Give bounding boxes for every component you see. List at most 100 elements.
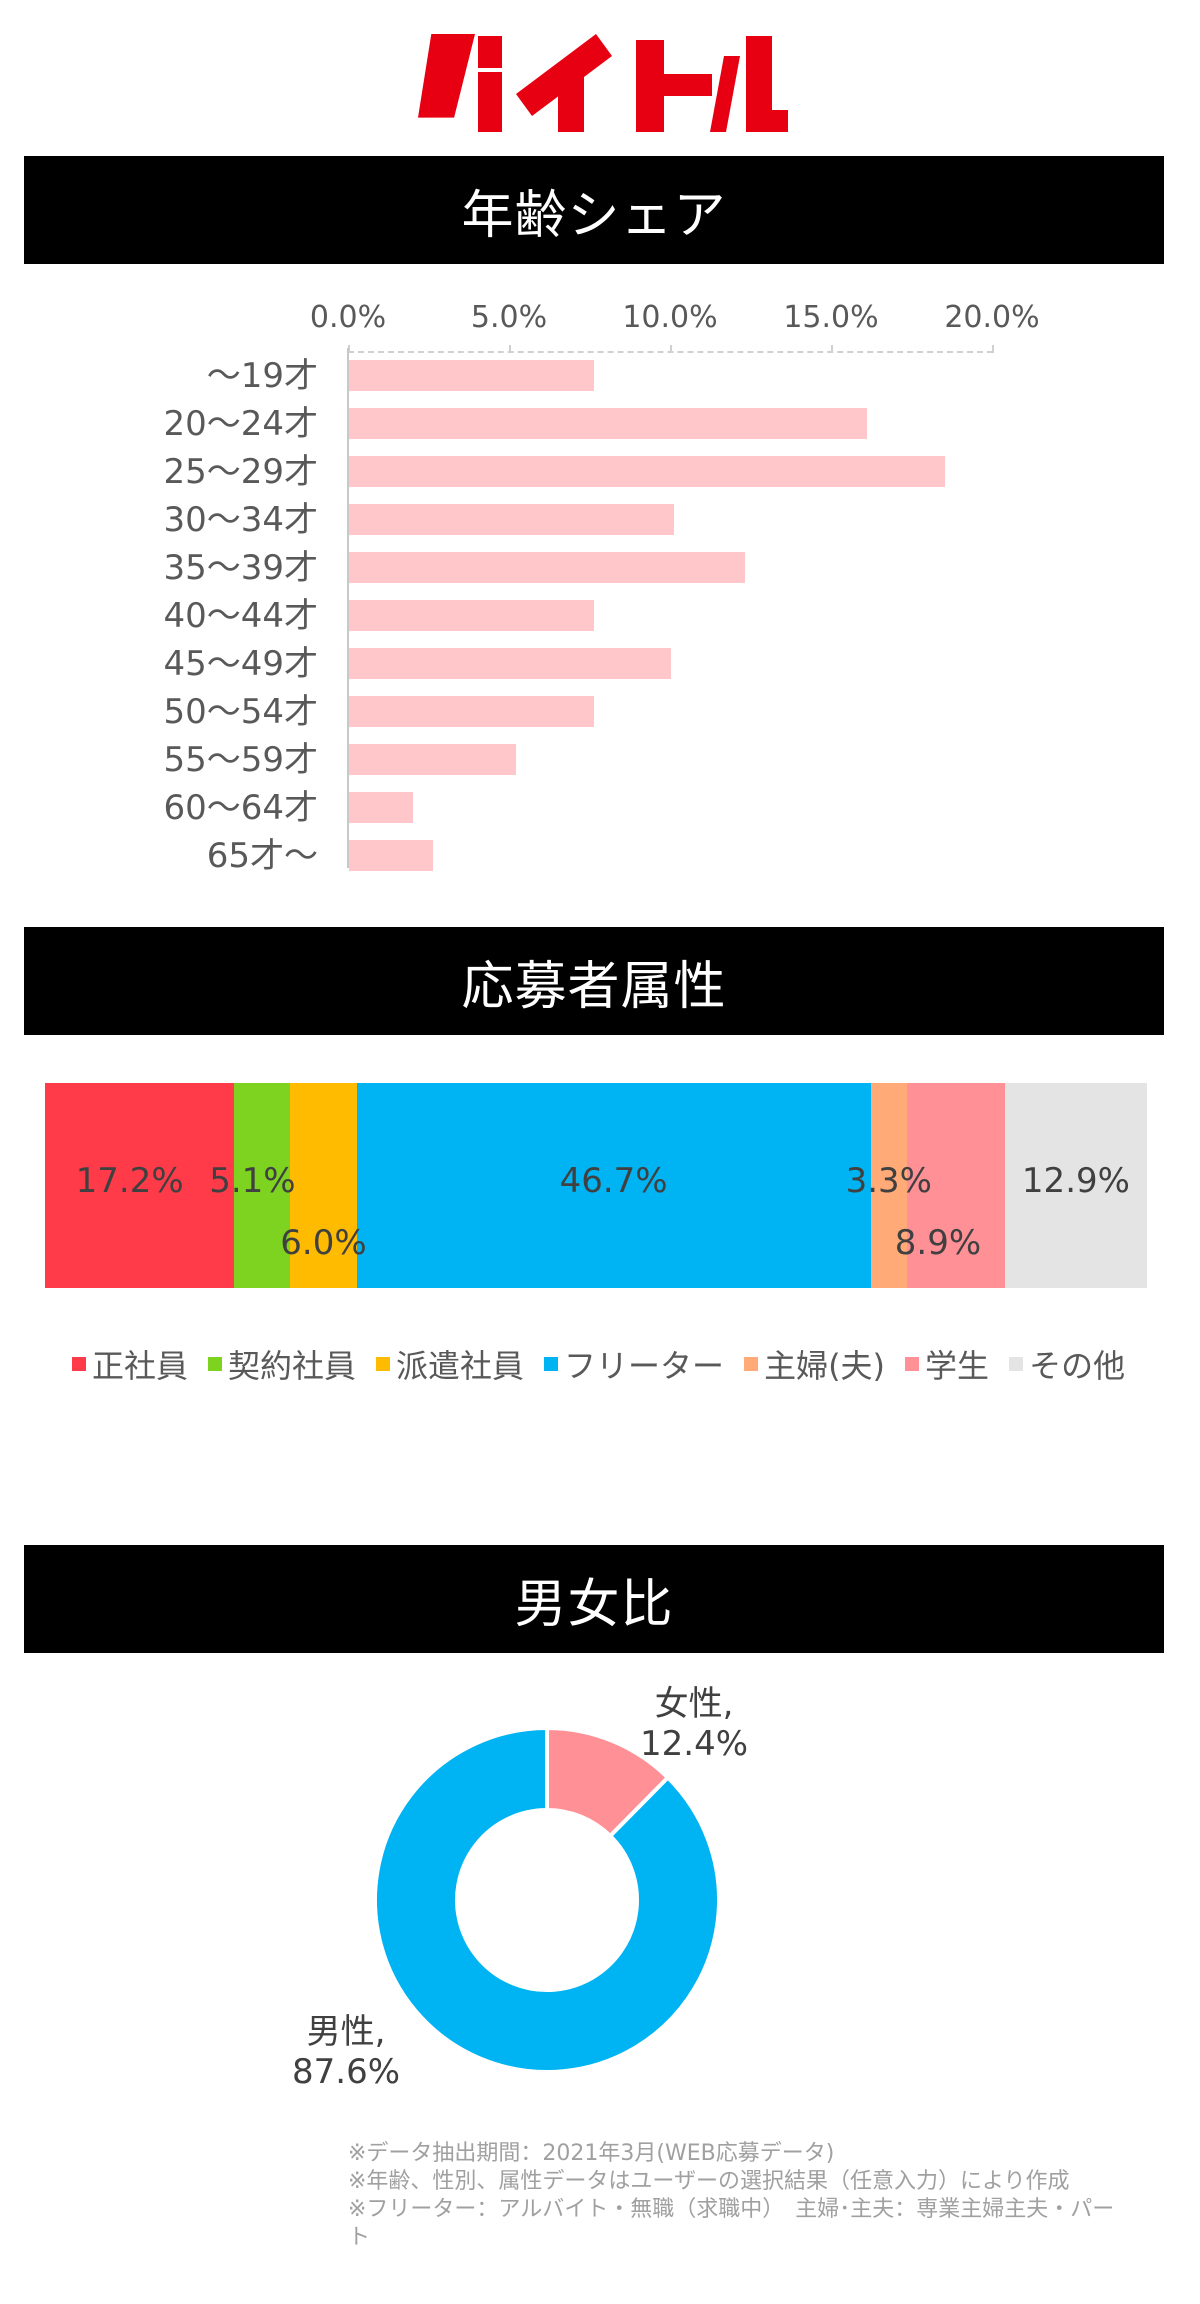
legend-item: 正社員 — [72, 1341, 188, 1387]
y-axis-line — [347, 348, 349, 868]
female-label-name: 女性, — [654, 1684, 734, 1724]
applicant-attribute-stacked-bar: 17.2% 5.1% 6.0% 46.7% 3.3% 8.9% 12.9% — [45, 1083, 1147, 1288]
legend-label: 主婦(夫) — [764, 1347, 886, 1385]
legend-swatch-icon — [544, 1357, 559, 1371]
legend-label: 契約社員 — [228, 1347, 357, 1385]
section-title-gender: 男女比 — [514, 1574, 674, 1635]
age-category-label: 30～34才 — [163, 500, 318, 540]
legend-label: 正社員 — [92, 1347, 189, 1385]
x-tick-label: 20.0% — [944, 300, 1040, 335]
stacked-segment: 12.9% — [1004, 1083, 1147, 1288]
age-bar — [349, 504, 675, 535]
legend-item: 主婦(夫) — [744, 1341, 885, 1387]
stacked-segment: 3.3% — [846, 1083, 932, 1288]
age-category-label: 40～44才 — [163, 596, 318, 636]
x-axis-tick — [992, 345, 994, 353]
age-bar — [349, 456, 945, 487]
age-bar — [349, 552, 746, 583]
footnote: ※年齢、性別、属性データはユーザーの選択結果（任意入力）により作成 — [348, 2169, 1070, 2194]
age-bar-row: 25～29才 — [0, 452, 1200, 492]
gender-donut-chart — [374, 1727, 720, 2073]
age-category-label: ～19才 — [206, 356, 318, 396]
age-bar-row: 55～59才 — [0, 740, 1200, 780]
x-axis-tick — [831, 345, 833, 353]
segment-value-label: 3.3% — [845, 1161, 932, 1201]
footnote: ※フリーター：アルバイト・無職（求職中） 主婦･主夫：専業主婦主夫・パート — [348, 2197, 1115, 2250]
age-bar-row: 30～34才 — [0, 500, 1200, 540]
age-bar — [349, 840, 433, 871]
age-category-label: 25～29才 — [163, 452, 318, 492]
male-label-value: 87.6% — [292, 2052, 401, 2092]
age-category-label: 45～49才 — [163, 644, 318, 684]
x-axis-tick — [670, 345, 672, 353]
age-category-label: 35～39才 — [163, 548, 318, 588]
legend-item: その他 — [1009, 1341, 1125, 1387]
female-label-value: 12.4% — [640, 1724, 749, 1764]
baitoru-logo — [418, 34, 788, 132]
legend-swatch-icon — [744, 1357, 759, 1371]
x-axis-tick — [348, 345, 350, 353]
age-share-chart: 0.0% 5.0% 10.0% 15.0% 20.0% ～19才 20～24才 25… — [0, 290, 1200, 890]
age-bar-row: 35～39才 — [0, 548, 1200, 588]
legend-label: 派遣社員 — [396, 1347, 525, 1385]
segment-value-label: 17.2% — [75, 1161, 184, 1201]
segment-value-label: 12.9% — [1021, 1161, 1130, 1201]
legend-swatch-icon — [905, 1357, 920, 1371]
stacked-segment: 8.9% — [895, 1083, 1005, 1288]
section-header-attribute: 応募者属性 — [24, 927, 1164, 1035]
stacked-segment: 6.0% — [280, 1083, 367, 1288]
age-bar-row: 50～54才 — [0, 692, 1200, 732]
age-bar — [349, 360, 594, 391]
attribute-legend: 正社員 契約社員 派遣社員 フリーター 主婦(夫) 学生 その他 — [72, 1340, 1145, 1388]
segment-value-label: 6.0% — [280, 1223, 367, 1263]
male-label-name: 男性, — [306, 2012, 386, 2052]
x-tick-label: 15.0% — [783, 300, 879, 335]
age-bar — [349, 744, 517, 775]
age-bar — [349, 408, 868, 439]
x-tick-label: 0.0% — [309, 300, 387, 335]
age-bar-row: ～19才 — [0, 356, 1200, 396]
legend-swatch-icon — [1009, 1357, 1024, 1371]
section-title-age: 年齢シェア — [461, 185, 727, 246]
age-bar-row: 40～44才 — [0, 596, 1200, 636]
age-bar — [349, 792, 414, 823]
age-category-label: 60～64才 — [163, 788, 318, 828]
donut-slice-male — [374, 1727, 720, 2073]
age-bar — [349, 648, 671, 679]
legend-label: 学生 — [925, 1347, 990, 1385]
segment-value-label: 46.7% — [559, 1161, 668, 1201]
age-category-label: 20～24才 — [163, 404, 318, 444]
footnote: ※データ抽出期間：2021年3月(WEB応募データ) — [348, 2141, 835, 2166]
legend-item: フリーター — [544, 1341, 724, 1387]
age-bar-row: 45～49才 — [0, 644, 1200, 684]
age-bar-row: 65才～ — [0, 836, 1200, 876]
stacked-segment: 46.7% — [356, 1083, 871, 1288]
age-bar — [349, 696, 594, 727]
female-label: 女性, 12.4% — [640, 1684, 748, 1764]
segment-value-label: 8.9% — [894, 1223, 982, 1263]
age-bar — [349, 600, 594, 631]
section-header-gender: 男女比 — [24, 1545, 1164, 1653]
age-bar-row: 20～24才 — [0, 404, 1200, 444]
age-category-label: 55～59才 — [163, 740, 318, 780]
legend-label: その他 — [1029, 1347, 1126, 1385]
legend-item: 学生 — [905, 1341, 989, 1387]
age-category-label: 65才～ — [206, 836, 318, 876]
section-title-attribute: 応募者属性 — [461, 956, 727, 1017]
legend-item: 派遣社員 — [376, 1341, 524, 1387]
legend-swatch-icon — [208, 1357, 223, 1371]
x-axis-tick — [509, 345, 511, 353]
x-tick-label: 5.0% — [470, 300, 548, 335]
segment-value-label: 5.1% — [209, 1161, 296, 1201]
legend-swatch-icon — [72, 1357, 86, 1371]
age-category-label: 50～54才 — [163, 692, 318, 732]
legend-item: 契約社員 — [208, 1341, 356, 1387]
stacked-segment: 5.1% — [209, 1083, 296, 1288]
stacked-segment: 17.2% — [45, 1083, 235, 1288]
legend-label: フリーター — [564, 1347, 725, 1385]
x-tick-label: 10.0% — [622, 300, 718, 335]
age-bar-row: 60～64才 — [0, 788, 1200, 828]
footnotes: ※データ抽出期間：2021年3月(WEB応募データ) ※年齢、性別、属性データは… — [348, 2140, 1128, 2252]
section-header-age: 年齢シェア — [24, 156, 1164, 264]
legend-swatch-icon — [376, 1357, 391, 1371]
